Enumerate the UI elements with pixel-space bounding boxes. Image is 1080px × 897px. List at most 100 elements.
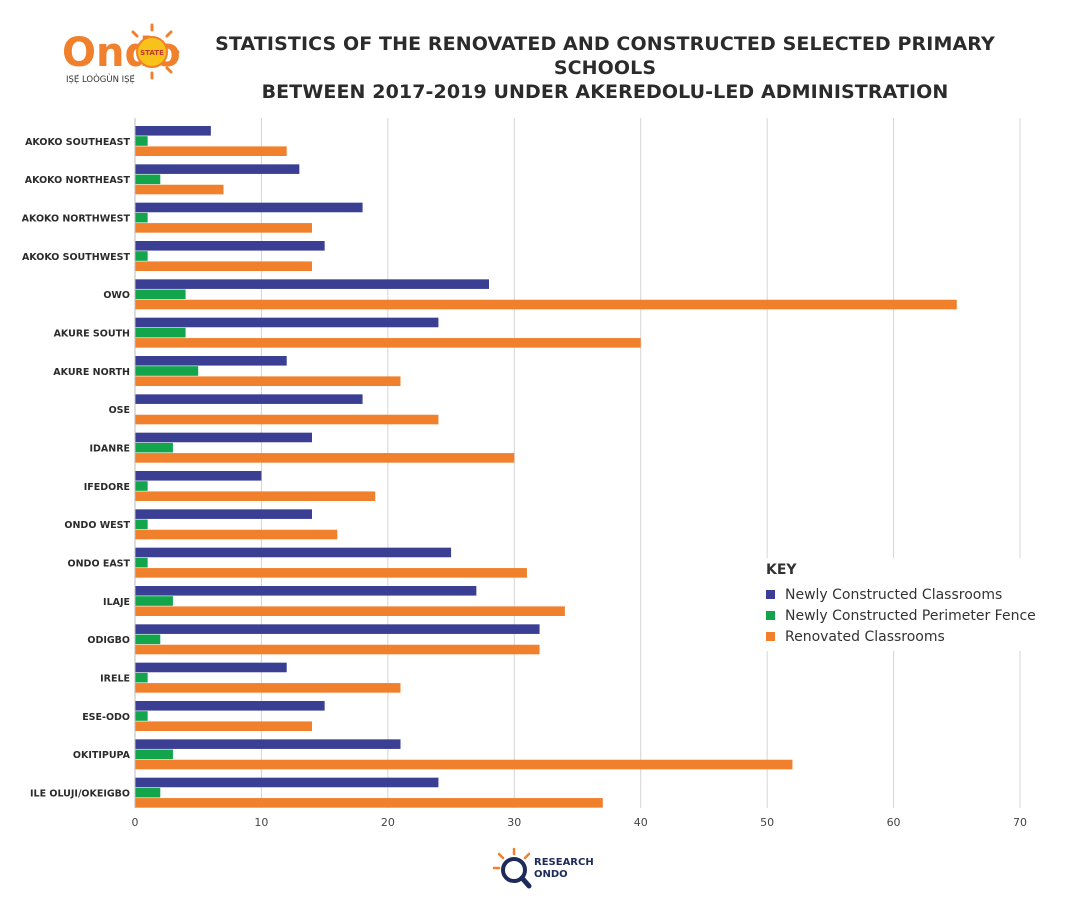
bar	[135, 568, 527, 578]
category-label: ODIGBO	[87, 635, 130, 646]
logo-tagline: IṢẸ́ LOÒGÙN IṢẸ́	[66, 73, 135, 85]
category-label: ESE-ODO	[82, 712, 130, 723]
chart-title-line2: BETWEEN 2017-2019 UNDER AKEREDOLU-LED AD…	[261, 81, 949, 103]
bar	[135, 317, 439, 328]
bar	[135, 174, 161, 185]
bar	[135, 683, 401, 693]
bar	[135, 164, 300, 174]
bar	[135, 701, 325, 711]
bar	[135, 519, 148, 530]
x-tick-label: 40	[634, 816, 648, 829]
bar	[135, 557, 148, 568]
bar	[135, 223, 312, 233]
bar	[135, 672, 148, 683]
bar	[135, 202, 363, 213]
bar	[135, 586, 477, 596]
legend-swatch-classrooms	[766, 590, 775, 599]
bar	[135, 798, 603, 808]
bar	[135, 529, 338, 540]
category-label: ONDO WEST	[64, 520, 130, 531]
bar	[135, 356, 287, 366]
bar	[135, 394, 363, 404]
category-label: AKOKO NORTHEAST	[25, 175, 131, 186]
legend-item-classrooms: Newly Constructed Classrooms	[766, 584, 1056, 605]
bar	[135, 146, 287, 156]
logo-badge: STATE	[140, 49, 164, 57]
x-tick-label: 10	[254, 816, 268, 829]
bar	[135, 453, 515, 463]
bar	[135, 241, 325, 251]
bar	[135, 251, 148, 261]
bar	[135, 442, 173, 453]
category-label: ILE OLUJI/OKEIGBO	[30, 788, 130, 799]
legend-swatch-renovated	[766, 632, 775, 641]
bar	[135, 662, 287, 673]
magnifier-icon	[492, 847, 532, 889]
bar	[135, 759, 793, 770]
category-label: ONDO EAST	[68, 558, 131, 569]
legend-label-fence: Newly Constructed Perimeter Fence	[785, 607, 1036, 624]
category-label: OKITIPUPA	[73, 750, 131, 761]
bar	[135, 509, 312, 519]
bar	[135, 634, 161, 645]
bar	[135, 644, 540, 655]
category-label: OWO	[103, 290, 130, 301]
category-label: AKURE NORTH	[53, 367, 130, 378]
legend-swatch-fence	[766, 611, 775, 620]
category-label: IFEDORE	[84, 482, 130, 493]
sun-icon: STATE	[131, 23, 180, 80]
bar	[135, 289, 186, 300]
bar	[135, 749, 173, 760]
bar	[135, 414, 439, 425]
research-ondo-logo	[492, 847, 532, 889]
bar	[135, 376, 401, 386]
ondo-state-logo: Ondo STATE IṢẸ́ LOÒGÙN IṢẸ́	[62, 23, 180, 85]
category-label: ILAJE	[103, 597, 130, 608]
bar	[135, 471, 262, 481]
bar	[135, 721, 312, 731]
bar	[135, 481, 148, 491]
bar	[135, 432, 312, 443]
x-tick-label: 50	[760, 816, 774, 829]
chart-title: STATISTICS OF THE RENOVATED AND CONSTRUC…	[190, 32, 1020, 104]
category-label: AKOKO SOUTHEAST	[25, 137, 130, 148]
category-label: AKOKO NORTHWEST	[22, 213, 131, 224]
bar	[135, 136, 148, 146]
bar	[135, 261, 312, 271]
bar	[135, 787, 161, 798]
bar	[135, 338, 641, 348]
bar	[135, 327, 186, 338]
bar	[135, 711, 148, 721]
category-label: AKURE SOUTH	[54, 328, 130, 339]
bar	[135, 739, 401, 749]
bar	[135, 491, 376, 501]
x-tick-label: 30	[507, 816, 521, 829]
x-tick-label: 20	[381, 816, 395, 829]
legend-title: KEY	[766, 562, 797, 578]
category-label: OSE	[109, 405, 130, 416]
bar	[135, 366, 199, 376]
legend-item-renovated: Renovated Classrooms	[766, 626, 1056, 647]
legend-label-renovated: Renovated Classrooms	[785, 628, 945, 645]
legend: KEY Newly Constructed Classrooms Newly C…	[760, 558, 1062, 651]
bar	[135, 279, 489, 289]
chart-title-line1: STATISTICS OF THE RENOVATED AND CONSTRUC…	[215, 33, 995, 79]
bar	[135, 184, 224, 195]
legend-item-fence: Newly Constructed Perimeter Fence	[766, 605, 1056, 626]
x-tick-label: 0	[132, 816, 139, 829]
bar	[135, 299, 957, 310]
bar	[135, 126, 211, 136]
bar	[135, 606, 565, 616]
x-tick-label: 60	[887, 816, 901, 829]
bar	[135, 777, 439, 788]
footer-line2: ONDO	[534, 869, 568, 880]
bar	[135, 624, 540, 634]
category-label: IRELE	[100, 673, 130, 684]
category-label: AKOKO SOUTHWEST	[22, 252, 131, 263]
bar	[135, 596, 173, 606]
legend-label-classrooms: Newly Constructed Classrooms	[785, 586, 1003, 603]
category-label: IDANRE	[89, 443, 130, 454]
x-tick-label: 70	[1013, 816, 1027, 829]
bar	[135, 547, 452, 558]
